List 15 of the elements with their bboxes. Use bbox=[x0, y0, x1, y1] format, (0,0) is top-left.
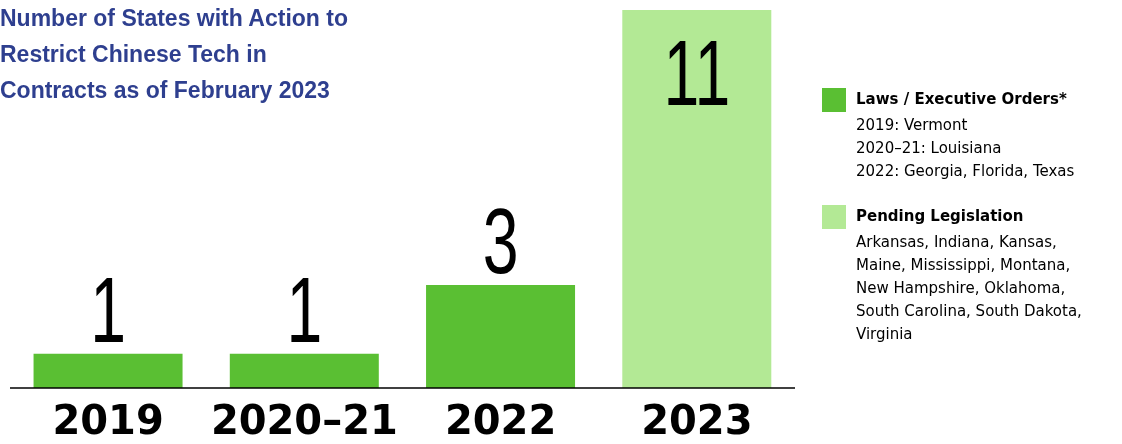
x-tick-label: 2022 bbox=[444, 397, 557, 444]
legend-label: Laws / Executive Orders* bbox=[856, 90, 1067, 108]
text: Number of States with Action to Restrict Chinese Tech in Contracts as of February 2023 bbox=[0, 4, 349, 105]
legend-label: Pending Legislation bbox=[856, 207, 1024, 225]
data-label: 3 bbox=[482, 189, 519, 293]
data-label: 11 bbox=[663, 21, 731, 125]
text: 2020–21: Louisiana bbox=[856, 138, 1003, 159]
x-tick-label: 2020–21 bbox=[210, 397, 398, 444]
x-tick-label: 2023 bbox=[641, 397, 753, 444]
data-label: 1 bbox=[286, 258, 323, 362]
x-tick-label: 2019 bbox=[52, 397, 164, 444]
text: 2022: Georgia, Florida, Texas bbox=[856, 161, 1076, 182]
data-label: 1 bbox=[90, 258, 126, 362]
text: Arkansas, Indiana, Kansas, Maine, Mississippi, Montana, New Hampshire, Oklahoma, South Carolina, South Dakota, Virginia bbox=[856, 232, 1083, 345]
text: 2019: Vermont bbox=[856, 115, 969, 136]
